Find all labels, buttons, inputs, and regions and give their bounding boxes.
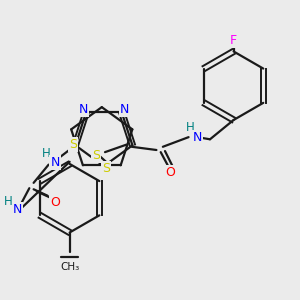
Text: H: H bbox=[42, 147, 51, 161]
Text: S: S bbox=[69, 138, 77, 151]
Text: N: N bbox=[50, 156, 60, 169]
Text: O: O bbox=[165, 166, 175, 179]
Text: N: N bbox=[13, 203, 22, 216]
Text: H: H bbox=[4, 195, 12, 208]
Text: N: N bbox=[120, 103, 130, 116]
Text: S: S bbox=[102, 162, 110, 175]
Text: CH₃: CH₃ bbox=[60, 262, 79, 272]
Text: N: N bbox=[193, 130, 202, 144]
Text: S: S bbox=[92, 149, 101, 162]
Text: H: H bbox=[186, 121, 195, 134]
Text: N: N bbox=[78, 103, 88, 116]
Text: F: F bbox=[230, 34, 237, 47]
Text: O: O bbox=[50, 196, 60, 208]
